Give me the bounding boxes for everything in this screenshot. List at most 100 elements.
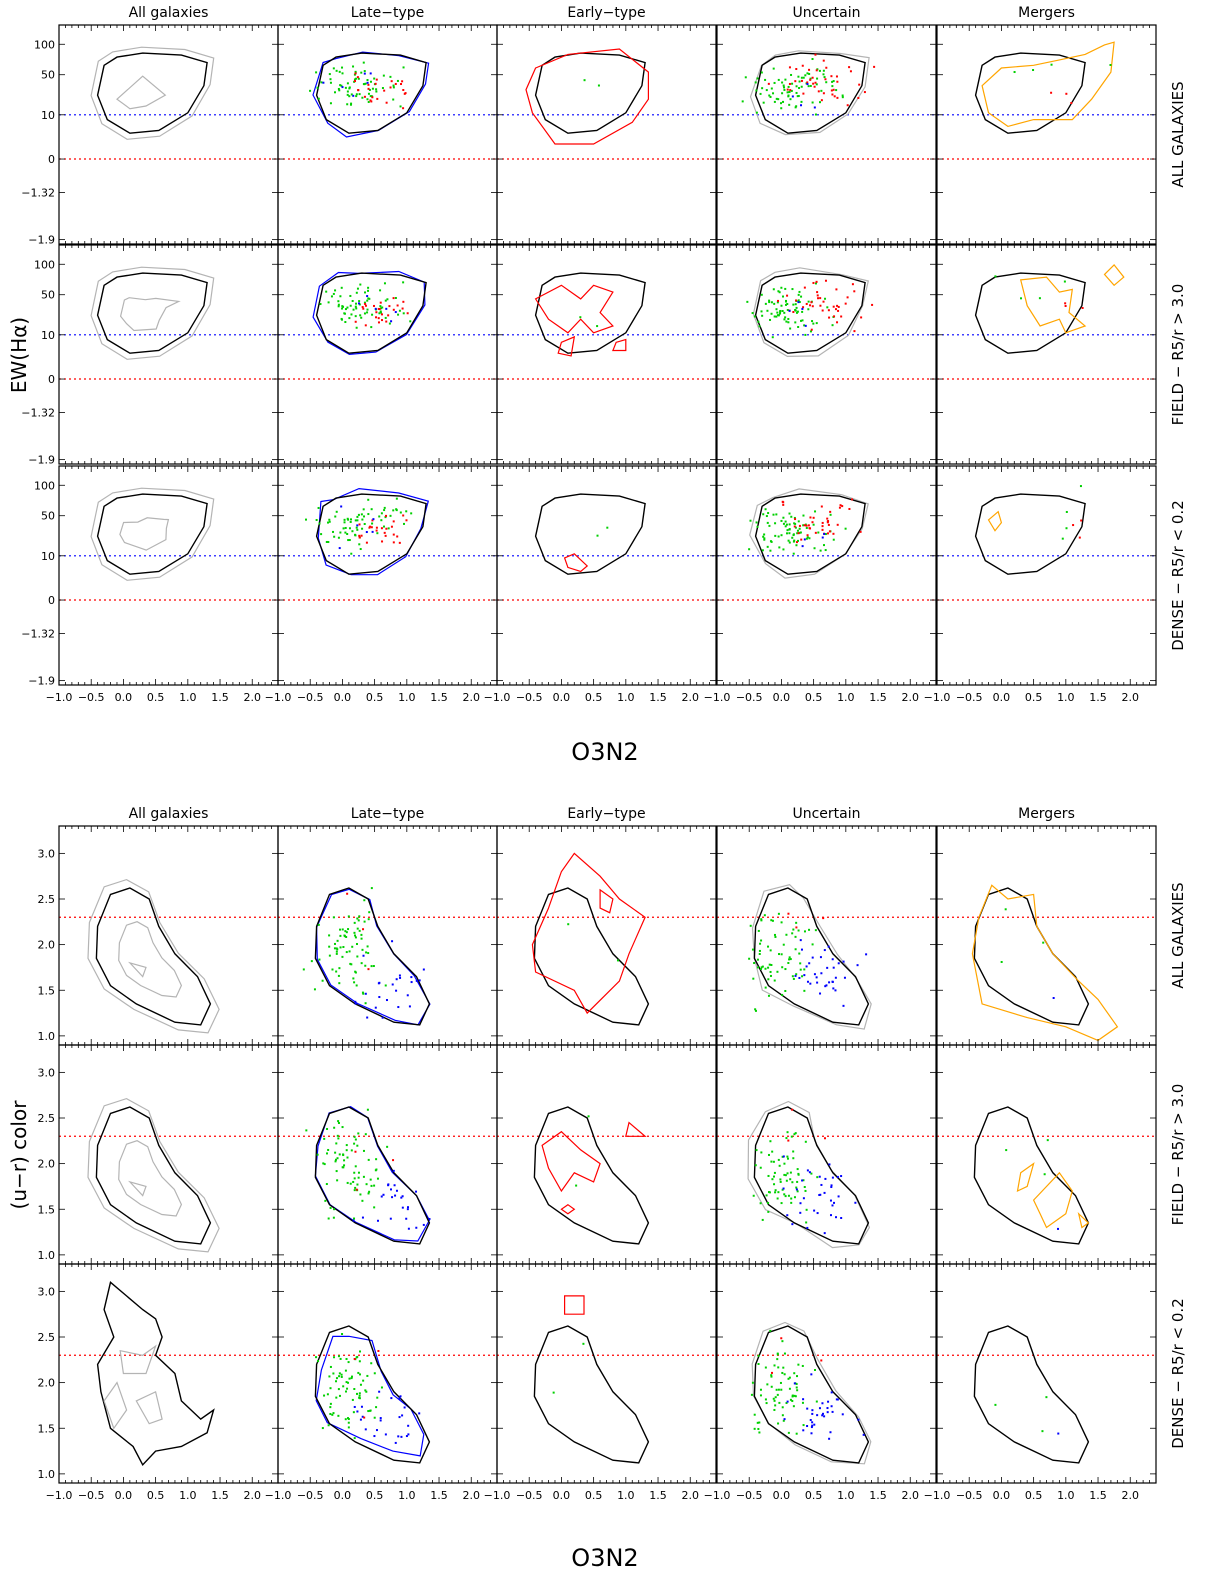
data-point-red — [385, 527, 388, 530]
data-point-red — [871, 303, 874, 306]
data-point-red — [372, 304, 375, 307]
y-tick-label: 1.5 — [38, 984, 56, 997]
data-point-green — [355, 984, 358, 987]
data-point-green — [790, 1201, 793, 1204]
data-point-green — [386, 1145, 389, 1148]
data-point-red — [811, 521, 814, 524]
contour-reference — [754, 272, 866, 354]
data-point-green — [804, 523, 807, 526]
data-point-blue — [862, 1433, 865, 1436]
data-point-green — [767, 945, 770, 948]
x-tick-label: −0.5 — [78, 691, 105, 704]
data-point-red — [817, 90, 820, 93]
data-point-green — [376, 1177, 379, 1180]
data-point-green — [394, 296, 397, 299]
column-title: All galaxies — [129, 5, 209, 21]
data-point-green — [792, 977, 795, 980]
data-point-red — [354, 72, 357, 75]
data-point-green — [788, 956, 791, 959]
contour-mergers — [1103, 264, 1125, 287]
data-point-green — [367, 297, 370, 300]
y-tick-label: 2.0 — [38, 1158, 56, 1171]
data-point-red — [800, 538, 803, 541]
data-point-green — [769, 1140, 772, 1143]
data-point-green — [309, 89, 312, 92]
contour-reference — [96, 493, 208, 575]
data-point-green — [808, 72, 811, 75]
data-point-green — [782, 1366, 785, 1369]
data-point-green — [1041, 1430, 1044, 1433]
y-tick-label: 2.0 — [38, 939, 56, 952]
data-point-green — [339, 531, 342, 534]
data-point-green — [786, 1131, 789, 1134]
data-point-green — [315, 518, 318, 521]
data-point-green — [353, 1189, 356, 1192]
data-point-green — [791, 1394, 794, 1397]
data-point-green — [773, 933, 776, 936]
data-point-green — [797, 75, 800, 78]
data-point-green — [353, 931, 356, 934]
data-point-red — [387, 314, 390, 317]
data-point-red — [832, 305, 835, 308]
panel-frame — [496, 244, 717, 465]
data-point-blue — [824, 985, 827, 988]
data-point-green — [396, 79, 399, 82]
data-point-green — [338, 1375, 341, 1378]
panel-frame — [277, 244, 498, 465]
data-point-green — [336, 1157, 339, 1160]
data-point-green — [814, 929, 817, 932]
data-point-green — [360, 933, 363, 936]
data-point-green — [347, 1426, 350, 1429]
data-point-red — [388, 305, 391, 308]
data-point-green — [317, 506, 320, 509]
data-point-green — [757, 1354, 760, 1357]
data-point-blue — [842, 1004, 845, 1007]
data-point-green — [345, 1357, 348, 1360]
data-point-green — [583, 79, 586, 82]
data-point-green — [333, 942, 336, 945]
data-point-green — [782, 548, 785, 551]
data-point-green — [802, 1179, 805, 1182]
data-point-blue — [418, 1412, 421, 1415]
data-point-green — [305, 518, 308, 521]
data-point-green — [774, 1404, 777, 1407]
y-tick-label: −1.32 — [21, 187, 55, 200]
data-point-blue — [811, 1424, 814, 1427]
data-point-green — [402, 312, 405, 315]
data-point-green — [761, 549, 764, 552]
data-point-green — [829, 513, 832, 516]
data-point-green — [346, 533, 349, 536]
data-point-green — [368, 911, 371, 914]
data-point-red — [357, 89, 360, 92]
data-point-green — [367, 498, 370, 501]
data-point-green — [815, 322, 818, 325]
data-point-blue — [806, 1226, 809, 1229]
data-point-green — [355, 326, 358, 329]
data-point-green — [379, 305, 382, 308]
data-point-green — [354, 534, 357, 537]
data-point-red — [383, 89, 386, 92]
data-point-green — [806, 536, 809, 539]
data-point-red — [832, 532, 835, 535]
data-point-blue — [818, 1175, 821, 1178]
x-tick-label: 1.5 — [430, 1489, 448, 1502]
data-point-red — [815, 280, 818, 283]
data-point-blue — [1057, 1432, 1060, 1435]
data-point-red — [815, 69, 818, 72]
data-point-green — [333, 1208, 336, 1211]
x-tick-label: 1.5 — [211, 1489, 229, 1502]
data-point-green — [799, 531, 802, 534]
data-point-green — [767, 1210, 770, 1213]
data-point-red — [371, 519, 374, 522]
data-point-green — [344, 526, 347, 529]
data-point-red — [806, 534, 809, 537]
data-point-green — [360, 937, 363, 940]
data-point-green — [331, 968, 334, 971]
data-point-green — [819, 101, 822, 104]
data-point-green — [779, 309, 782, 312]
data-point-green — [754, 1008, 757, 1011]
data-point-green — [338, 1153, 341, 1156]
data-point-green — [816, 1176, 819, 1179]
data-point-green — [356, 1183, 359, 1186]
data-point-blue — [354, 1002, 357, 1005]
